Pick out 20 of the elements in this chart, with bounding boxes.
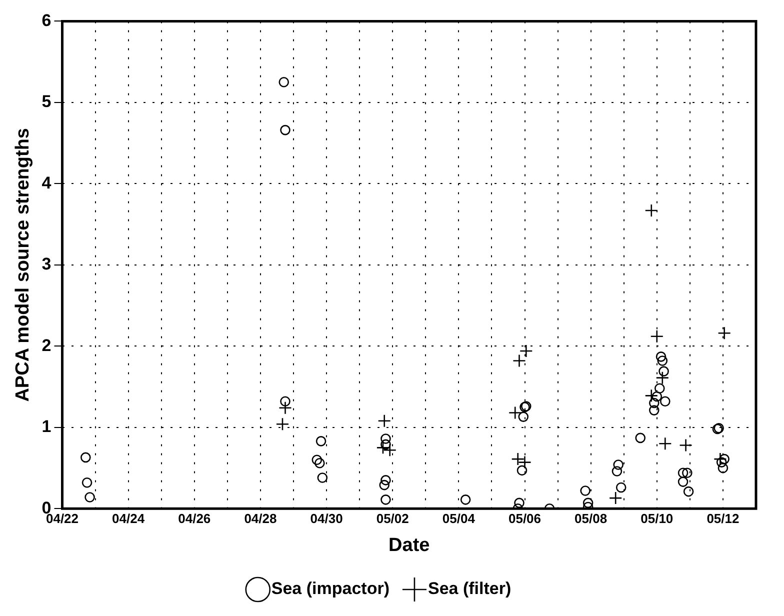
y-tick-label: 6	[42, 10, 52, 30]
x-tick-label: 04/28	[244, 510, 277, 526]
y-tick-label: 1	[42, 417, 52, 436]
x-tick-label: 04/30	[310, 510, 343, 526]
y-tick-label: 5	[42, 92, 52, 112]
x-tick-label: 04/26	[178, 510, 211, 526]
y-tick-label: 3	[42, 254, 52, 274]
x-tick-label: 05/10	[640, 510, 674, 526]
x-tick-label: 05/02	[376, 510, 409, 526]
x-tick-label: 04/24	[112, 510, 146, 526]
x-tick-label: 05/06	[508, 510, 542, 526]
x-axis-title: Date	[388, 534, 430, 556]
legend-label: Sea (impactor)	[271, 579, 390, 598]
legend-label: Sea (filter)	[428, 579, 512, 598]
y-tick-label: 4	[42, 173, 52, 192]
x-tick-label: 05/12	[706, 510, 740, 526]
y-tick-label: 2	[42, 336, 52, 355]
y-axis-title: APCA model source strengths	[12, 128, 34, 402]
x-tick-label: 05/08	[574, 510, 608, 526]
x-tick-label: 05/04	[442, 510, 476, 526]
